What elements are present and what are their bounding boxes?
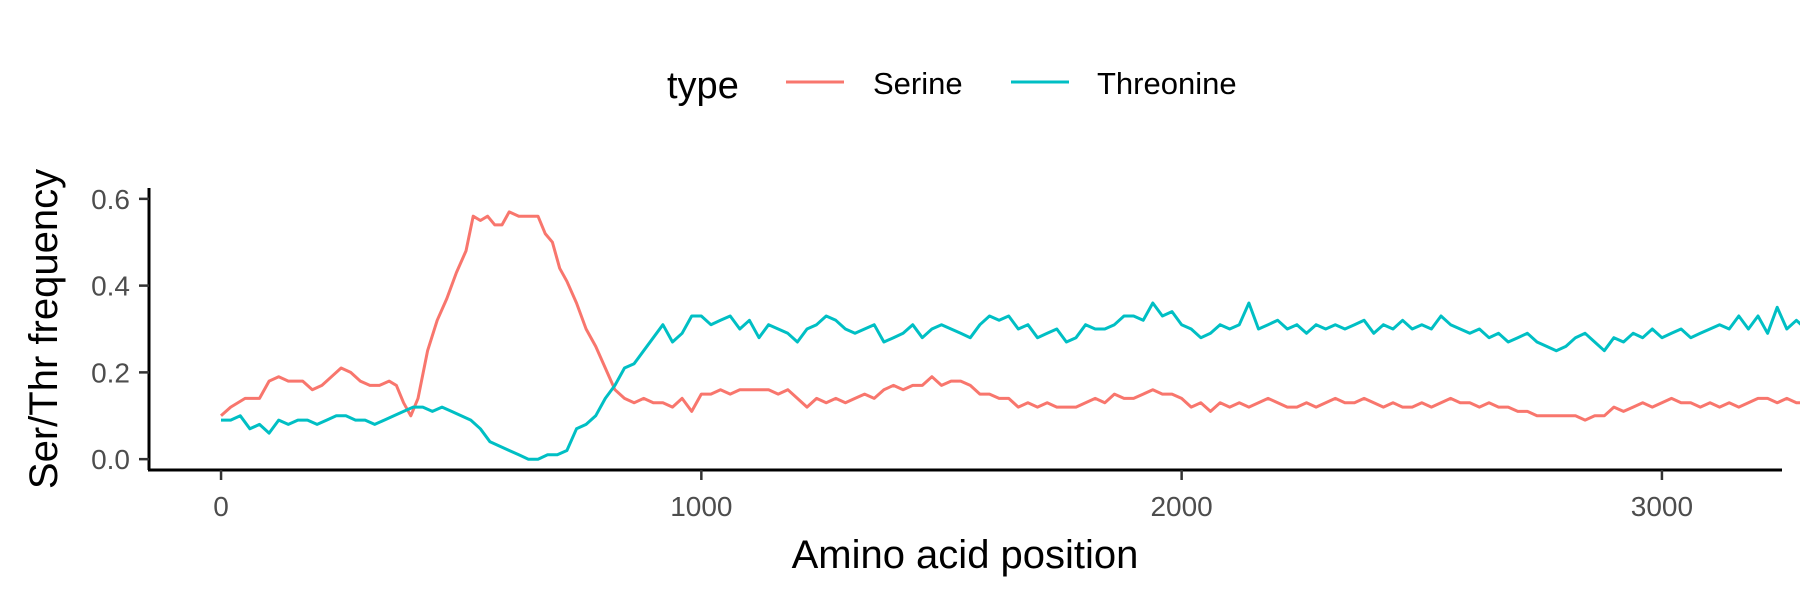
x-tick-label: 2000 xyxy=(1150,491,1212,522)
series-line-threonine xyxy=(221,301,1800,461)
y-axis-title: Ser/Thr frequency xyxy=(22,169,66,489)
y-tick-label: 0.4 xyxy=(91,271,130,302)
x-tick-label: 0 xyxy=(213,491,229,522)
y-tick-label: 0.6 xyxy=(91,184,130,215)
legend-label-serine: Serine xyxy=(873,66,963,101)
x-ticks: 0 1000 2000 3000 xyxy=(213,470,1693,522)
x-tick-label: 3000 xyxy=(1631,491,1693,522)
series-line-serine xyxy=(219,210,1800,422)
y-ticks: 0.0 0.2 0.4 0.6 xyxy=(91,184,149,475)
x-axis-title: Amino acid position xyxy=(792,533,1139,577)
legend-title: type xyxy=(667,65,739,107)
x-tick-label: 1000 xyxy=(670,491,732,522)
y-tick-label: 0.0 xyxy=(91,444,130,475)
y-tick-label: 0.2 xyxy=(91,357,130,388)
legend: type Serine Threonine xyxy=(667,65,1237,107)
series-layer xyxy=(219,210,1800,461)
legend-label-threonine: Threonine xyxy=(1097,66,1237,101)
